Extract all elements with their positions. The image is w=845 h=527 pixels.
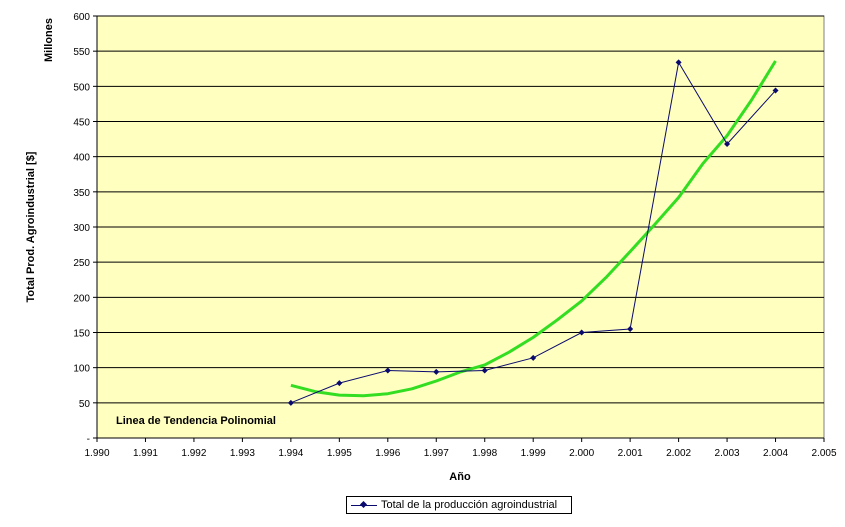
y-tick-label: 250 (73, 258, 90, 269)
legend-swatch (351, 500, 377, 510)
x-tick-label: 1.993 (230, 448, 255, 459)
x-tick-label: 1.998 (472, 448, 497, 459)
x-tick-label: 2.001 (618, 448, 643, 459)
y-tick-label: 400 (73, 153, 90, 164)
x-tick-label: 1.992 (181, 448, 206, 459)
data-point (287, 399, 294, 406)
y-tick-label: 500 (73, 82, 90, 93)
y-axis-unit: Millones (43, 18, 55, 62)
y-tick-label: 100 (73, 364, 90, 375)
data-point (336, 380, 343, 387)
x-axis-title: Año (449, 471, 471, 483)
x-tick-label: 2.002 (666, 448, 691, 459)
data-point (481, 367, 488, 374)
x-tick-label: 1.990 (84, 448, 109, 459)
x-tick-label: 1.999 (521, 448, 546, 459)
y-tick-label: 450 (73, 118, 90, 129)
x-tick-label: 1.991 (133, 448, 158, 459)
data-point (724, 141, 731, 148)
data-point (433, 368, 440, 375)
y-tick-label: 600 (73, 12, 90, 23)
y-tick-label: 50 (79, 399, 91, 410)
x-tick-label: 2.000 (569, 448, 594, 459)
y-tick-label: - (87, 434, 90, 445)
trendline-annotation: Linea de Tendencia Polinomial (116, 415, 276, 427)
legend: Total de la producción agroindustrial (346, 496, 572, 514)
data-point (675, 59, 682, 66)
x-tick-label: 2.004 (763, 448, 788, 459)
data-point (627, 325, 634, 332)
y-tick-label: 150 (73, 329, 90, 340)
trendline (290, 60, 777, 398)
x-tick-label: 1.996 (375, 448, 400, 459)
x-tick-label: 1.994 (278, 448, 303, 459)
y-axis-title: Total Prod. Agroindustrial [$] (25, 151, 37, 302)
y-tick-labels: - 50 100 150 200 250 300 350 400 450 500 550 600 (73, 12, 90, 445)
data-point (384, 367, 391, 374)
x-tick-label: 1.997 (424, 448, 449, 459)
x-tick-label: 2.003 (715, 448, 740, 459)
x-tick-label: 1.995 (327, 448, 352, 459)
y-tick-label: 550 (73, 47, 90, 58)
x-tick-labels: 1.990 1.991 1.992 1.993 1.994 1.995 1.996 1.997… (84, 448, 836, 459)
data-point (530, 354, 537, 361)
x-tick-label: 2.005 (811, 448, 836, 459)
legend-label: Total de la producción agroindustrial (381, 499, 558, 511)
y-tick-label: 200 (73, 293, 90, 304)
y-tick-label: 350 (73, 188, 90, 199)
data-point (772, 87, 779, 94)
series (287, 59, 779, 406)
y-tick-label: 300 (73, 223, 90, 234)
data-point (578, 329, 585, 336)
trendline-curve (290, 60, 777, 398)
axes (93, 15, 825, 442)
grid-lines (97, 15, 824, 404)
